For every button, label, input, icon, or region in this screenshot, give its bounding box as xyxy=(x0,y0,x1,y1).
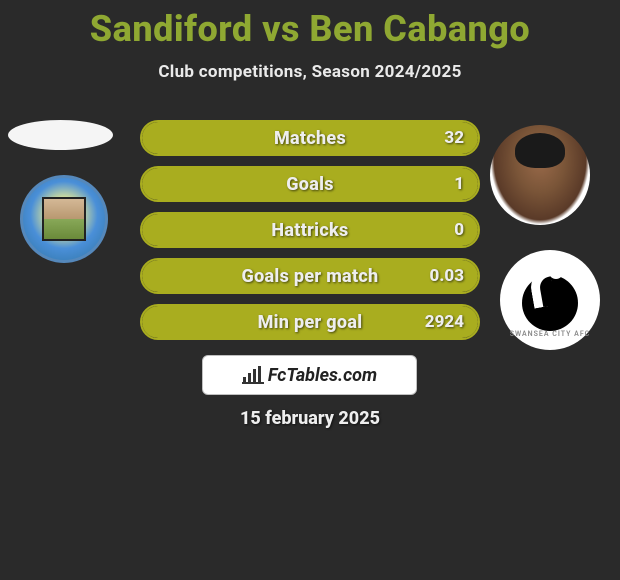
stat-row-min-per-goal: Min per goal 2924 xyxy=(140,304,480,340)
swan-icon xyxy=(515,265,585,335)
stat-value-right: 32 xyxy=(444,122,464,154)
brand-text: FcTables.com xyxy=(268,365,377,386)
comparison-subtitle: Club competitions, Season 2024/2025 xyxy=(0,62,620,82)
stat-label: Goals per match xyxy=(142,260,478,292)
stat-label: Goals xyxy=(142,168,478,200)
player-left-club-badge xyxy=(20,175,108,263)
player-right-avatar xyxy=(490,125,590,225)
player-left-avatar xyxy=(8,120,113,150)
brand-attribution: FcTables.com xyxy=(202,355,417,395)
stat-value-right: 0 xyxy=(454,214,464,246)
stat-value-right: 2924 xyxy=(425,306,464,338)
stat-label: Hattricks xyxy=(142,214,478,246)
stat-label: Matches xyxy=(142,122,478,154)
snapshot-date: 15 february 2025 xyxy=(0,408,620,429)
stat-row-goals: Goals 1 xyxy=(140,166,480,202)
player-right-club-badge: SWANSEA CITY AFC xyxy=(500,250,600,350)
stats-container: Matches 32 Goals 1 Hattricks 0 Goals per… xyxy=(140,120,480,350)
comparison-title: Sandiford vs Ben Cabango xyxy=(0,0,620,50)
stat-row-hattricks: Hattricks 0 xyxy=(140,212,480,248)
bar-chart-icon xyxy=(242,366,264,384)
stat-row-goals-per-match: Goals per match 0.03 xyxy=(140,258,480,294)
stat-row-matches: Matches 32 xyxy=(140,120,480,156)
club-badge-text: SWANSEA CITY AFC xyxy=(510,330,591,338)
stat-value-right: 1 xyxy=(454,168,464,200)
stat-value-right: 0.03 xyxy=(430,260,464,292)
